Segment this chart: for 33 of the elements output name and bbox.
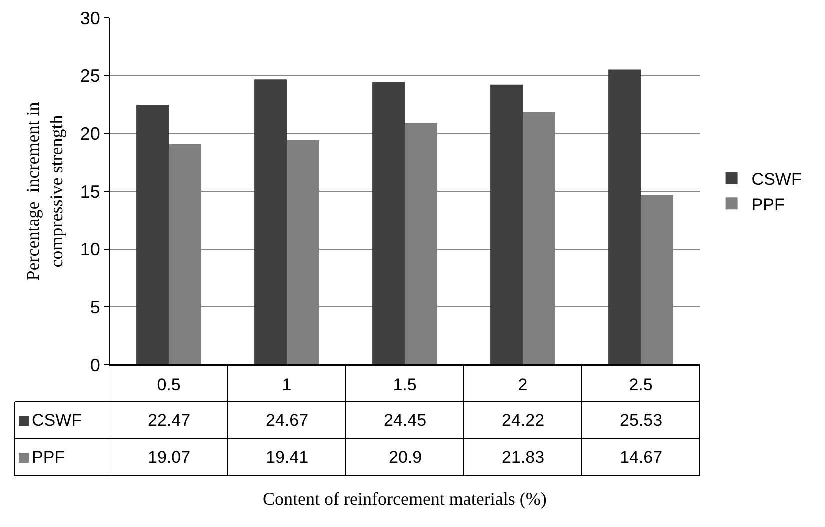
bar <box>372 82 405 365</box>
bar <box>490 84 523 365</box>
y-tick-label: 15 <box>80 182 100 202</box>
bar <box>136 105 169 365</box>
y-tick-label: 20 <box>80 124 100 144</box>
x-tick-label: 0.5 <box>157 375 181 394</box>
bar <box>608 70 641 365</box>
legend-label: CSWF <box>32 411 82 430</box>
data-label: 19.41 <box>266 448 309 467</box>
data-label: 14.67 <box>620 448 663 467</box>
data-label: 19.07 <box>148 448 191 467</box>
text: CSWF <box>752 170 802 190</box>
text: Content of reinforcement materials (%) <box>263 489 547 509</box>
text: PPF <box>32 448 66 467</box>
y-tick-label: 0 <box>90 355 100 376</box>
legend-label: PPF <box>752 195 785 214</box>
data-label: 20.9 <box>389 448 422 467</box>
x-tick-label: 1 <box>282 375 292 394</box>
x-tick-label: 2 <box>518 375 528 394</box>
y-tick-label: 10 <box>80 240 100 260</box>
y-axis-title: Percentage increment in compressive strength <box>23 102 67 281</box>
x-tick-label: 2.5 <box>629 375 653 394</box>
data-label: 22.47 <box>148 411 191 430</box>
data-label: 24.22 <box>502 411 545 430</box>
data-label: 25.53 <box>620 411 663 430</box>
data-label: 21.83 <box>502 448 545 467</box>
y-tick-label: 30 <box>80 8 100 28</box>
y-tick-label: 25 <box>80 66 100 86</box>
bar <box>254 80 287 365</box>
x-tick-label: 1.5 <box>393 375 417 394</box>
data-label: 24.67 <box>266 411 309 430</box>
data-label: 24.45 <box>384 411 427 430</box>
y-tick-label: 5 <box>90 297 100 318</box>
